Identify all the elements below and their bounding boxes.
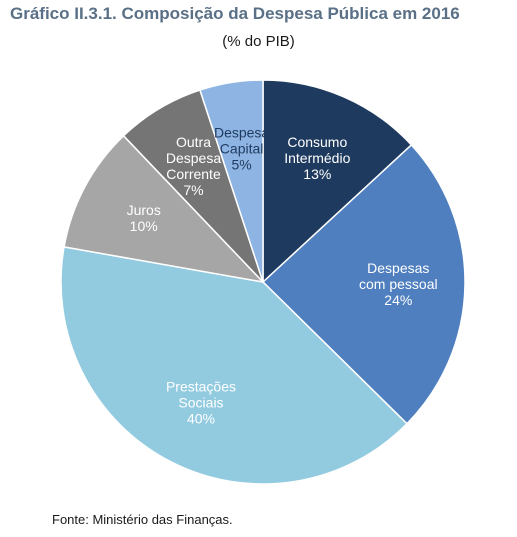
pie-chart: Consumo Intermédio 13% Despesas com pessoal 2… — [60, 79, 466, 485]
slice-label-line: Despesa — [214, 124, 269, 140]
slice-label: Consumo Intermédio 13% — [284, 134, 350, 182]
slice-label: Outra Despesa Corrente 7% — [166, 134, 221, 198]
slice-label-line: 7% — [183, 182, 203, 198]
pie-slice — [199, 79, 264, 283]
chart-subtitle: (% do PIB) — [222, 33, 295, 50]
slice-label-line: Intermédio — [284, 150, 350, 166]
pie-slice — [261, 143, 466, 425]
slice-label-line: Juros — [127, 202, 161, 218]
slice-label-line: Despesas — [367, 260, 429, 276]
slice-label-line: Outra — [176, 134, 211, 150]
slice-label-line: com pessoal — [359, 276, 438, 292]
chart-source: Fonte: Ministério das Finanças. — [52, 512, 233, 527]
slice-label: Juros 10% — [127, 202, 161, 234]
slice-label-line: 13% — [303, 166, 331, 182]
slice-label-line: 40% — [187, 410, 215, 426]
slice-label-line: 5% — [231, 156, 251, 172]
slice-label-line: 10% — [130, 218, 158, 234]
slice-label: Prestações Sociais 40% — [166, 378, 236, 426]
chart-title: Gráfico II.3.1. Composição da Despesa Pú… — [10, 4, 460, 23]
slice-label-line: Prestações — [166, 378, 236, 394]
slice-label-line: Consumo — [287, 134, 347, 150]
pie-slice — [262, 79, 413, 284]
pie-slice — [63, 134, 266, 284]
slice-label-line: Despesa — [166, 150, 221, 166]
slice-label-line: Corrente — [166, 166, 221, 182]
slice-label: Despesas com pessoal 24% — [359, 260, 438, 308]
slice-label-line: 24% — [384, 292, 412, 308]
pie-slice — [60, 246, 409, 485]
slice-label-line: Capital — [220, 140, 264, 156]
slice-label: Despesa Capital 5% — [214, 124, 269, 172]
slice-label-line: Sociais — [178, 394, 223, 410]
